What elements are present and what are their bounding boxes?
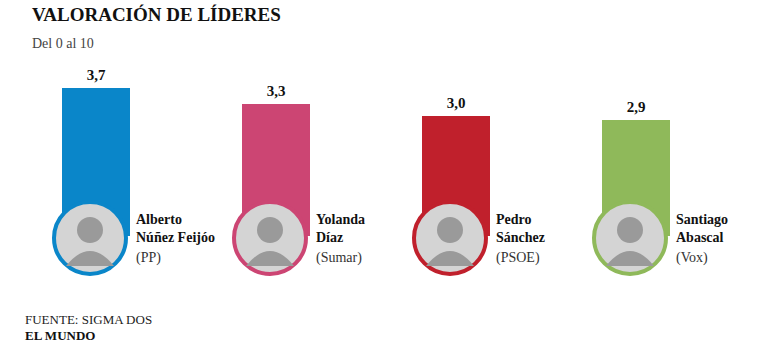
svg-text:3,7: 3,7: [87, 67, 106, 83]
svg-text:(PP): (PP): [136, 250, 161, 266]
svg-text:Yolanda: Yolanda: [316, 212, 365, 227]
svg-text:Abascal: Abascal: [676, 230, 724, 245]
svg-text:3,0: 3,0: [447, 95, 466, 111]
html-text:VALORACIÓN DE LÍDERES: VALORACIÓN DE LÍDERES: [32, 4, 281, 25]
html-text:EL MUNDO: EL MUNDO: [25, 328, 96, 343]
svg-text:Díaz: Díaz: [316, 230, 343, 245]
svg-text:Núñez Feijóo: Núñez Feijóo: [136, 230, 215, 245]
html-text:Del 0 al 10: Del 0 al 10: [32, 36, 94, 51]
html-text:FUENTE: SIGMA DOS: FUENTE: SIGMA DOS: [25, 312, 153, 327]
svg-text:Pedro: Pedro: [496, 212, 532, 227]
svg-text:Santiago: Santiago: [676, 212, 728, 227]
svg-text:2,9: 2,9: [627, 99, 646, 115]
svg-text:(Sumar): (Sumar): [316, 250, 362, 266]
svg-text:(PSOE): (PSOE): [496, 250, 540, 266]
svg-text:Alberto: Alberto: [136, 212, 182, 227]
svg-text:3,3: 3,3: [267, 83, 286, 99]
svg-text:(Vox): (Vox): [676, 250, 708, 266]
svg-text:Sánchez: Sánchez: [496, 230, 545, 245]
